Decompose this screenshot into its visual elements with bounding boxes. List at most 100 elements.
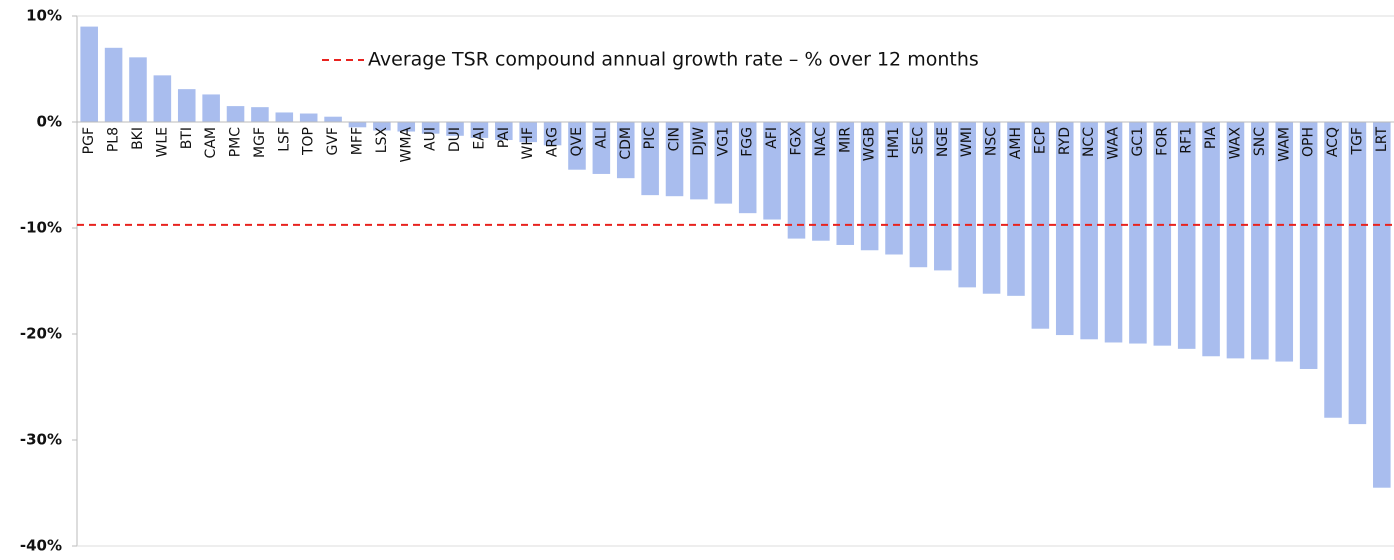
x-tick-label: HM1 <box>886 127 902 159</box>
bar <box>421 122 440 134</box>
bar <box>690 122 708 200</box>
bar <box>616 122 635 179</box>
x-tick-label: BKI <box>130 127 146 150</box>
x-tick-label: FOR <box>1154 127 1170 156</box>
bar <box>495 122 513 141</box>
x-tick-label: FGX <box>788 127 804 156</box>
x-tick-label: WHF <box>520 127 536 159</box>
bar <box>1129 122 1147 344</box>
x-tick-label: PAI <box>496 127 512 148</box>
x-tick-label: WGB <box>862 127 878 161</box>
x-tick-label: WMA <box>398 127 414 163</box>
x-tick-label: AMH <box>1008 127 1024 159</box>
bar <box>1324 122 1342 418</box>
x-tick-label: EAI <box>471 127 487 150</box>
bar <box>763 122 781 220</box>
bar <box>958 122 976 288</box>
bar <box>299 113 318 122</box>
bar <box>153 75 172 122</box>
bar <box>836 122 855 245</box>
y-tick-label: -40% <box>20 537 62 555</box>
x-tick-label: CIN <box>667 127 683 151</box>
bar <box>348 122 367 128</box>
x-tick-label: GC1 <box>1130 127 1146 157</box>
x-tick-label: AUI <box>423 127 439 151</box>
bar <box>909 122 928 268</box>
bar <box>885 122 903 255</box>
x-tick-label: NAC <box>813 127 829 157</box>
y-tick-label: -10% <box>20 219 62 237</box>
bar <box>860 122 879 251</box>
bar <box>202 94 220 122</box>
bar <box>787 122 806 239</box>
x-tick-label: MGF <box>252 127 268 158</box>
bar <box>470 122 489 138</box>
x-tick-label: ACQ <box>1325 127 1341 157</box>
x-tick-label: GVF <box>325 127 341 155</box>
bar <box>1348 122 1367 425</box>
x-tick-label: WAA <box>1106 127 1122 160</box>
x-tick-label: PIC <box>642 127 658 150</box>
bar <box>80 26 98 123</box>
x-tick-label: LRT <box>1374 127 1390 153</box>
bar <box>568 122 586 170</box>
x-tick-label: RF1 <box>1179 127 1195 154</box>
x-tick-label: ALI <box>593 127 609 149</box>
x-tick-label: PGF <box>81 127 97 154</box>
x-tick-label: TOP <box>301 127 317 156</box>
x-tick-label: SEC <box>910 127 926 155</box>
x-tick-label: MFF <box>349 127 365 155</box>
x-tick-label: SNC <box>1252 127 1268 156</box>
x-tick-label: NGE <box>935 127 951 157</box>
legend-label: Average TSR compound annual growth rate … <box>368 49 979 71</box>
x-tick-label: AFI <box>764 127 780 149</box>
x-tick-label: BTI <box>179 127 195 149</box>
x-tick-label: ECP <box>1032 127 1048 154</box>
bar <box>397 122 416 132</box>
bar <box>1299 122 1318 369</box>
x-tick-label: OPH <box>1301 127 1317 157</box>
bar <box>177 89 196 122</box>
bar <box>1153 122 1172 346</box>
x-tick-label: PL8 <box>106 127 122 152</box>
bar <box>1275 122 1294 362</box>
bar <box>1202 122 1220 357</box>
bar <box>1007 122 1025 296</box>
x-tick-label: RYD <box>1057 127 1073 155</box>
x-tick-label: TGF <box>1349 127 1365 155</box>
x-tick-label: ARG <box>545 127 561 157</box>
x-tick-label: DJW <box>691 127 707 156</box>
bar <box>104 47 123 122</box>
bar <box>641 122 659 196</box>
bar <box>812 122 830 241</box>
bar <box>251 107 269 122</box>
bar <box>1251 122 1269 360</box>
x-tick-label: VG1 <box>715 127 731 156</box>
bar <box>324 116 342 122</box>
bar <box>738 122 757 214</box>
bar <box>1080 122 1098 340</box>
y-tick-label: -20% <box>20 325 62 343</box>
bar <box>665 122 684 197</box>
x-tick-label: NSC <box>984 127 1000 156</box>
y-tick-label: -30% <box>20 431 62 449</box>
bar <box>446 122 464 136</box>
x-tick-label: FGG <box>740 127 756 157</box>
x-tick-label: DUI <box>447 127 463 152</box>
x-tick-label: LSF <box>276 127 292 152</box>
x-tick-label: WAX <box>1227 127 1243 160</box>
bar <box>934 122 952 271</box>
x-tick-label: NCC <box>1081 127 1097 157</box>
bar <box>1104 122 1123 343</box>
bar <box>982 122 1001 294</box>
x-tick-label: PIA <box>1203 127 1219 150</box>
x-tick-label: WAM <box>1276 127 1292 162</box>
x-tick-label: CAM <box>203 127 219 158</box>
x-tick-label: LSX <box>374 127 390 154</box>
bar <box>1177 122 1196 349</box>
bar <box>543 122 562 146</box>
x-tick-label: WLE <box>154 127 170 158</box>
x-tick-label: PMC <box>228 127 244 158</box>
bar <box>373 122 391 131</box>
